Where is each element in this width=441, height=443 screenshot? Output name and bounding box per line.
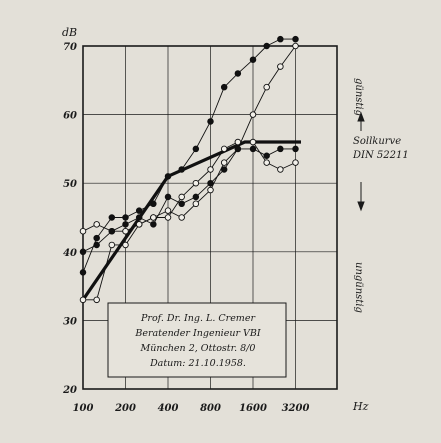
- series-2-line: [83, 45, 296, 301]
- series-3-point-12: [249, 138, 257, 146]
- series-3-point-1: [93, 221, 100, 228]
- series-4-point-4: [135, 214, 143, 221]
- note-line-1: Prof. Dr. Ing. L. Cremer: [140, 313, 256, 324]
- series-2-point-2: [108, 241, 116, 249]
- series-4-point-3: [122, 221, 129, 228]
- series-1-point-10: [220, 83, 228, 91]
- arrow-down-head: [357, 201, 365, 212]
- x-tick-label-400: 400: [158, 403, 179, 414]
- y-tick-label-20: 20: [62, 385, 77, 396]
- series-1-point-8: [192, 145, 200, 153]
- x-tick-label-800: 800: [200, 403, 221, 414]
- series-4-point-15: [292, 145, 299, 153]
- note-line-2: Beratender Ingenieur VBI: [134, 328, 261, 339]
- series-1-point-4: [135, 207, 143, 214]
- series-1-point-15: [292, 35, 299, 43]
- series-2-point-10: [220, 159, 228, 166]
- series-1-point-2: [108, 214, 116, 221]
- series-1-point-14: [277, 35, 284, 43]
- series-4-point-14: [277, 145, 284, 153]
- series-3-point-11: [234, 138, 242, 146]
- series-1-point-5: [150, 200, 157, 208]
- series-1-point-1: [93, 234, 100, 242]
- series-1-point-11: [234, 70, 242, 77]
- y-tick-label-40: 40: [63, 248, 77, 259]
- series-2-point-1: [93, 296, 100, 304]
- series-2-point-14: [277, 63, 284, 70]
- series-2-point-0: [79, 296, 87, 304]
- y-tick-label-60: 60: [63, 111, 77, 122]
- series-3-point-0: [79, 227, 87, 235]
- note-box: Prof. Dr. Ing. L. Cremer Beratender Inge…: [107, 302, 287, 378]
- plot-frame: [82, 45, 338, 390]
- series-4-point-0: [79, 248, 87, 256]
- side-arrows: [357, 111, 365, 212]
- note-line-4: Datum: 21.10.1958.: [149, 358, 246, 369]
- reference-label-line-2: DIN 52211: [352, 150, 409, 161]
- series-2-point-12: [249, 111, 257, 118]
- x-tick-label-100: 100: [73, 403, 94, 414]
- unfavorable-label: ungünstig: [353, 262, 364, 313]
- series-1-point-12: [249, 56, 257, 63]
- note-line-3: München 2, Ottostr. 8/0: [140, 343, 256, 354]
- series-2-point-8: [192, 200, 200, 208]
- series-3-point-15: [292, 159, 299, 166]
- series-4-point-11: [234, 145, 242, 153]
- series-3-point-14: [277, 166, 284, 173]
- series-2-point-7: [178, 214, 185, 221]
- y-tick-label-70: 70: [63, 42, 77, 53]
- series-2-point-13: [263, 83, 270, 91]
- x-tick-label-3200: 3200: [282, 403, 310, 414]
- y-tick-label-30: 30: [63, 316, 77, 327]
- series-4-point-10: [220, 166, 228, 173]
- series-1-point-9: [207, 118, 214, 125]
- series-4-point-9: [207, 179, 214, 187]
- series-4-line: [82, 148, 296, 253]
- x-tick-label-1600: 1600: [239, 403, 267, 414]
- series-4-point-13: [263, 152, 270, 160]
- x-axis-unit: Hz: [352, 400, 369, 413]
- series-2-point-15: [292, 42, 299, 50]
- series-3-point-9: [207, 166, 214, 173]
- series-1-point-13: [263, 42, 270, 50]
- series-4-point-7: [178, 200, 185, 208]
- series-4-point-8: [192, 193, 200, 201]
- series-3-point-13: [263, 159, 270, 166]
- series-3-point-3: [122, 227, 129, 235]
- series-2-point-9: [207, 186, 214, 194]
- note-box-frame: [107, 302, 287, 378]
- tick-labels: 20 30 40 50 60 70 100 200 400 800 1600 3200: [62, 42, 309, 414]
- arrow-up-head: [357, 111, 365, 122]
- series-layer: [79, 35, 301, 304]
- series-2-point-3: [122, 241, 129, 249]
- series-1-line: [82, 38, 296, 273]
- series-3-point-4: [135, 221, 143, 228]
- series-4-point-6: [164, 193, 172, 201]
- series-4-point-12: [249, 145, 257, 153]
- y-tick-label-50: 50: [63, 179, 77, 190]
- series-4-point-1: [93, 241, 100, 249]
- series-4-point-2: [108, 227, 116, 235]
- series-3-point-6: [164, 214, 172, 221]
- series-4-point-5: [150, 221, 157, 228]
- series-3-point-7: [178, 193, 185, 201]
- reference-label-line-1: Sollkurve: [353, 136, 401, 147]
- series-1-point-3: [122, 214, 129, 221]
- series-3-point-8: [192, 179, 200, 187]
- series-1-point-0: [79, 269, 87, 276]
- favorable-label: günstig: [353, 78, 364, 116]
- series-1-point-6: [164, 173, 172, 180]
- x-tick-label-200: 200: [114, 403, 136, 414]
- series-3-point-5: [150, 214, 157, 221]
- series-1-point-7: [178, 166, 185, 173]
- y-axis-unit: dB: [62, 26, 77, 39]
- series-3-point-10: [220, 145, 228, 153]
- series-2-point-6: [164, 207, 172, 214]
